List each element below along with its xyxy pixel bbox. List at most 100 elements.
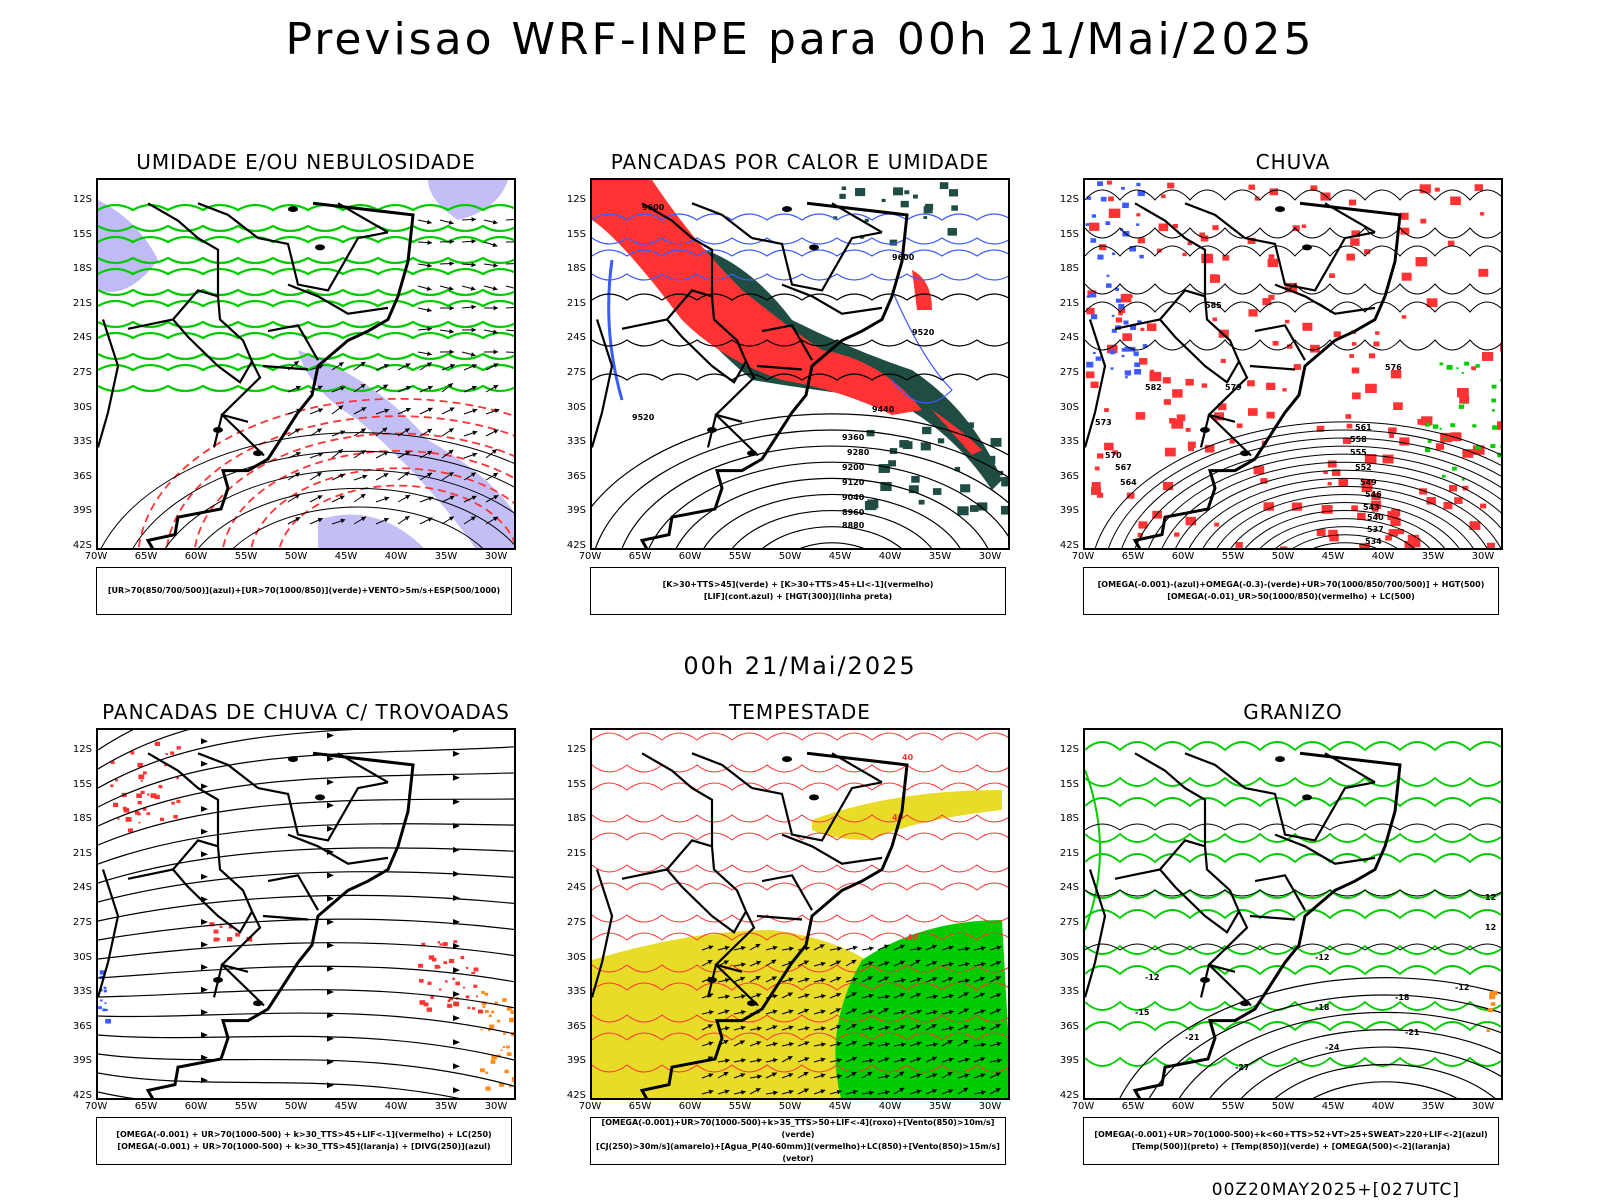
panel-4-orange-cell-32: [499, 1082, 505, 1087]
panel-1-wind-2-arrow-33: [483, 349, 499, 355]
panel-5-wind-arrow-68: [877, 994, 890, 1000]
panel-4-streamline-arrow-6-6: [327, 825, 334, 832]
panel-4-streamline-arrow-5-6: [327, 802, 334, 809]
panel-4-blue-cell-5: [102, 1008, 106, 1012]
panel-3-red-cell-188: [1146, 323, 1157, 332]
panel-5-wind-arrow-154: [733, 1073, 746, 1079]
panel-3-red-cell-130: [1350, 238, 1360, 246]
panel-4-orange-cell-20: [480, 1029, 483, 1031]
panel-5-lon-label-5: 45W: [828, 1101, 852, 1112]
panel-5-wind-arrow-144: [877, 1057, 890, 1063]
panel-1-wind-arrow-57: [441, 471, 454, 481]
panel-3-red-cell-107: [1346, 253, 1355, 261]
panel-5-wind-arrow-81: [781, 1009, 794, 1015]
panel-6-contour-label-10: 12: [1485, 893, 1496, 902]
panel-3-red-cell-90: [1291, 502, 1303, 511]
panel-5-wind-arrow-12: [893, 944, 906, 951]
panel-2-dark-green-cell-20: [969, 505, 979, 512]
panel-5-wind-arrow-98: [749, 1026, 762, 1031]
panel-5-wind-arrow-90: [925, 1009, 938, 1015]
panel-5-wind-arrow-138: [781, 1055, 793, 1063]
panel-3-blue-cell-45: [1095, 356, 1102, 361]
panel-3-lat-label-9: 39S: [1059, 505, 1079, 517]
panel-3-red-cell-97: [1162, 482, 1174, 491]
panel-5-wind-arrow-152: [701, 1073, 714, 1079]
panel-4-streamline-arrow-17-6: [327, 1082, 334, 1089]
panel-2-border-10: [831, 202, 883, 234]
panel-3-svg: 582 585 579 576 573 570 567 564 561 558 555 552 549 5…: [1085, 180, 1501, 548]
panel-5-lat-label-9: 39S: [566, 1055, 586, 1067]
panel-3-red-cell-172: [1254, 196, 1260, 201]
panel-3-lon-label-4: 50W: [1271, 551, 1295, 562]
panel-5-wind-arrow-108: [909, 1024, 922, 1031]
panel-4-streamline-arrow-15-9: [453, 1039, 460, 1046]
panel-4-border-6: [287, 833, 389, 865]
panel-1-wind-arrow-21: [309, 408, 324, 415]
panel-4-orange-cell-12: [481, 990, 485, 994]
panel-4-lon-label-0: 70W: [84, 1101, 108, 1112]
panel-3-lon-label-0: 70W: [1071, 551, 1095, 562]
panel-3-blue-cell-18: [1105, 221, 1111, 226]
panel-6-lat-label-3: 21S: [1059, 847, 1079, 859]
panel-4-orange-cell-4: [502, 1045, 506, 1048]
panel-3-map: 582 585 579 576 573 570 567 564 561 558 555 552 549 5…: [1083, 178, 1503, 550]
panel-3-border-8: [1249, 364, 1296, 371]
panel-1-wind-arrow-3: [353, 361, 366, 371]
panel-3-blue-cell-17: [1135, 354, 1138, 357]
panel-6-orange-cell-0: [1486, 1029, 1491, 1033]
panel-6-map: -12 -12 -12 -15 -18 -18 -21 -21 -24 -27 12 12: [1083, 728, 1503, 1100]
panel-2-contour-label-6: 9280: [847, 448, 870, 457]
panel-3-green-cell-20: [1432, 424, 1439, 429]
panel-1-wind-arrow-65: [397, 494, 411, 503]
panel-4-streamline-arrow-7-9: [453, 846, 460, 853]
panel-4-lon-label-2: 60W: [184, 1101, 208, 1112]
panel-1-black-contour-1: [198, 487, 514, 548]
panel-4-red-cell-37: [154, 741, 161, 746]
panel-4-streamline-arrow-4-6: [327, 779, 334, 786]
panel-3-blue-cell-15: [1111, 314, 1115, 317]
panel-4-red-2-cell-14: [448, 958, 455, 964]
panel-1-green-line-1: [98, 224, 514, 233]
panel-5-wind-arrow-100: [781, 1025, 794, 1031]
panel-2-lon-label-3: 55W: [728, 551, 752, 562]
panel-5-red-line-6: [592, 882, 1008, 891]
panel-3-blue-cell-35: [1124, 370, 1132, 376]
panel-1-lat-label-8: 36S: [72, 470, 92, 482]
panel-4-red-cell-18: [138, 821, 141, 824]
panel-4-streamline-2: [98, 730, 355, 789]
panel-1-wind-arrow-49: [485, 448, 498, 459]
panel-5-wind-arrow-149: [957, 1057, 970, 1063]
panel-3-contour-label-14: 543: [1363, 503, 1380, 512]
panel-4-streamline-arrow-8-6: [327, 872, 334, 879]
panel-5-wind-arrow-58: [717, 994, 730, 1000]
panel-1-wind-2-arrow-0: [417, 219, 432, 225]
panel-3-green-cell-4: [1441, 474, 1446, 478]
panel-3-black-n-line-0: [1085, 189, 1501, 201]
panel-3-red-cell-164: [1469, 521, 1481, 530]
panel-2-dark-green-n-cell-1: [939, 182, 949, 190]
panel-5-wind-arrow-156: [765, 1072, 778, 1079]
panel-1-wind-arrow-67: [441, 495, 455, 503]
panel-3-red-cell-135: [1316, 425, 1325, 432]
panel-3-red-cell-48: [1112, 450, 1118, 455]
panel-1-wind-2-arrow-3: [483, 219, 498, 225]
panel-1-lon-label-6: 40W: [384, 551, 408, 562]
panel-3-red-cell-124: [1161, 194, 1166, 199]
panel-1-lake-1: [315, 244, 325, 251]
panel-3-black-n-line-5: [1085, 339, 1501, 351]
panel-6-border-4: [1085, 869, 1107, 998]
panel-4-orange-cell-13: [511, 1076, 514, 1082]
panel-5-lat-label-1: 15S: [566, 778, 586, 790]
panel-1-lavender-area-4: [318, 514, 424, 548]
panel-3-contour-label-10: 555: [1350, 448, 1367, 457]
panel-3-blue-cell-2: [1139, 254, 1144, 259]
panel-4-streamline-arrow-13-6: [327, 988, 334, 995]
panel-1-lat-label-6: 30S: [72, 401, 92, 413]
panel-5-wind-arrow-111: [957, 1024, 970, 1031]
panel-5-wind-arrow-150: [973, 1057, 986, 1063]
panel-4-orange-cell-22: [480, 1068, 485, 1073]
panel-1-wind-2-arrow-16: [439, 285, 454, 291]
panel-2-basemap: [592, 201, 909, 548]
panel-3-red-cell-157: [1357, 512, 1366, 520]
panel-5-wind-arrow-72: [941, 993, 954, 999]
